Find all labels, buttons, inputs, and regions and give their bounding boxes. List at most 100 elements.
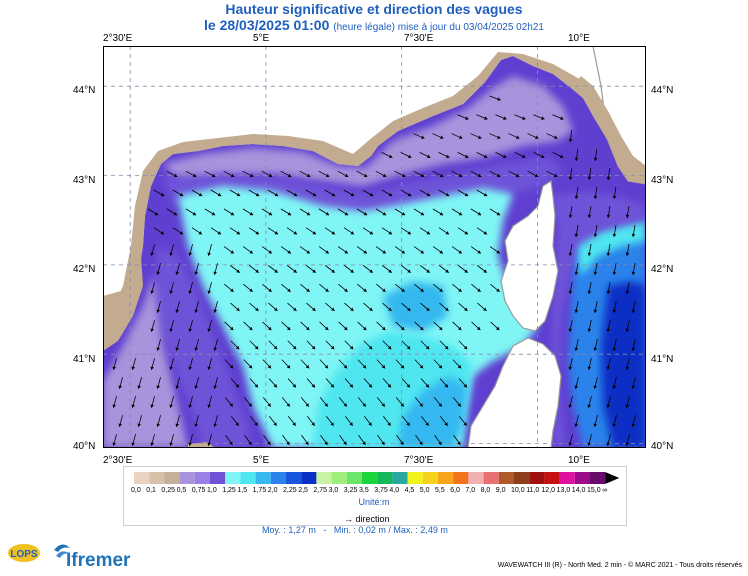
wave-arrow-143	[194, 263, 199, 275]
wave-arrow-16	[381, 152, 393, 159]
wave-arrow-336	[402, 416, 410, 426]
wave-arrow-318	[587, 396, 592, 408]
wave-arrow-304	[224, 397, 234, 407]
colorbar-swatch-19	[422, 472, 438, 484]
wave-arrow-196	[344, 302, 354, 312]
tick-top-1: 2°30'E	[103, 33, 133, 44]
colorbar	[134, 472, 620, 484]
wave-arrow-96	[153, 227, 165, 235]
colorbar-label-26: 11,0	[526, 487, 540, 494]
wave-arrow-276	[137, 377, 142, 389]
wave-arrow-191	[249, 302, 259, 312]
blue-patch-2	[398, 376, 468, 448]
wave-arrow-8	[432, 133, 444, 139]
wave-arrow-309	[319, 397, 329, 407]
wave-arrow-91	[489, 208, 501, 216]
wave-arrow-103	[286, 227, 298, 235]
tyrrhenian-purple	[548, 191, 646, 448]
colorbar-label-15: 3,5	[359, 487, 369, 494]
wave-arrow-342	[612, 415, 617, 427]
wave-arrow-337	[421, 416, 429, 426]
wave-arrow-77	[223, 208, 235, 216]
wave-arrow-297	[631, 377, 636, 389]
wave-arrow-99	[210, 227, 222, 235]
wave-arrow-85	[375, 208, 387, 216]
wave-arrow-299	[131, 396, 136, 408]
wave-arrow-122	[223, 246, 235, 254]
wave-arrow-178	[433, 283, 443, 293]
wave-arrow-288	[363, 378, 373, 388]
colorbar-swatch-6	[225, 472, 241, 484]
wave-arrow-90	[470, 208, 482, 216]
wave-arrow-188	[194, 301, 199, 313]
forecast-date: le 28/03/2025 01:00	[204, 17, 330, 33]
colorbar-swatch-20	[438, 472, 454, 484]
wave-arrow-262	[300, 359, 310, 369]
wave-arrow-238	[287, 340, 297, 350]
wave-arrow-305	[243, 397, 253, 407]
wave-arrow-20	[457, 152, 469, 159]
wave-arrow-231	[156, 339, 161, 351]
wave-arrow-30	[204, 170, 216, 178]
wave-arrow-347	[169, 434, 174, 446]
colorbar-label-13: 3,0	[328, 487, 339, 494]
land-spain	[103, 256, 143, 351]
wave-arrow-311	[357, 397, 367, 407]
wave-arrow-269	[433, 359, 443, 369]
wave-arrow-330	[288, 416, 296, 426]
wave-arrow-271	[568, 358, 573, 370]
wave-arrow-118	[150, 244, 155, 256]
wave-arrow-134	[451, 246, 463, 254]
wave-height-map[interactable]	[103, 46, 646, 448]
wave-arrow-53	[172, 189, 184, 197]
wave-arrow-131	[394, 246, 406, 254]
wave-arrow-88	[432, 208, 444, 216]
tick-right-3: 42°N	[651, 264, 674, 275]
colorbar-label-30: 15,0	[587, 487, 601, 494]
land-italy-band	[571, 76, 646, 184]
wave-arrow-162	[631, 263, 636, 275]
wave-arrow-281	[230, 378, 240, 388]
tick-right-1: 44°N	[651, 85, 674, 96]
wave-arrow-194	[306, 302, 316, 312]
wave-arrow-70	[574, 187, 579, 199]
wave-arrow-312	[376, 397, 386, 407]
wave-arrow-183	[587, 282, 592, 294]
wave-arrow-146	[248, 265, 260, 273]
wave-arrow-126	[299, 246, 311, 254]
wave-arrow-282	[249, 378, 259, 388]
wave-arrow-95	[625, 206, 630, 218]
wave-arrow-362	[453, 434, 461, 446]
wave-arrow-76	[204, 208, 216, 216]
wave-arrow-338	[440, 416, 448, 426]
colorbar-label-2: 0,25	[161, 487, 176, 494]
wave-arrow-259	[243, 359, 253, 369]
wave-arrow-115	[593, 225, 598, 237]
wave-arrow-298	[112, 396, 117, 408]
wave-arrow-158	[476, 265, 488, 273]
wave-arrow-224	[452, 321, 462, 331]
wave-arrow-166	[207, 282, 212, 294]
wave-arrow-242	[363, 340, 373, 350]
wave-arrow-47	[527, 170, 539, 178]
wave-arrow-119	[169, 244, 174, 256]
wave-arrow-168	[243, 283, 253, 293]
wave-arrow-233	[194, 339, 199, 351]
wave-arrow-21	[476, 152, 488, 159]
colorbar-label-5: 1,0	[207, 487, 217, 494]
colorbar-swatch-2	[164, 472, 180, 484]
wave-arrow-152	[362, 265, 374, 273]
wave-arrow-132	[413, 246, 425, 254]
wave-arrow-237	[268, 340, 278, 350]
wave-arrow-279	[194, 377, 199, 389]
wave-arrow-117	[631, 225, 636, 237]
wave-arrow-150	[324, 265, 336, 273]
wave-arrow-160	[593, 263, 598, 275]
wave-arrow-112	[457, 227, 469, 235]
stat-minmax: Min. : 0,02 m / Max. : 2,49 m	[333, 525, 448, 535]
map-svg	[103, 46, 646, 448]
wave-arrow-255	[169, 358, 174, 370]
wave-arrow-7	[413, 133, 425, 139]
tick-left-4: 41°N	[73, 354, 96, 365]
wave-arrow-10	[470, 133, 482, 139]
